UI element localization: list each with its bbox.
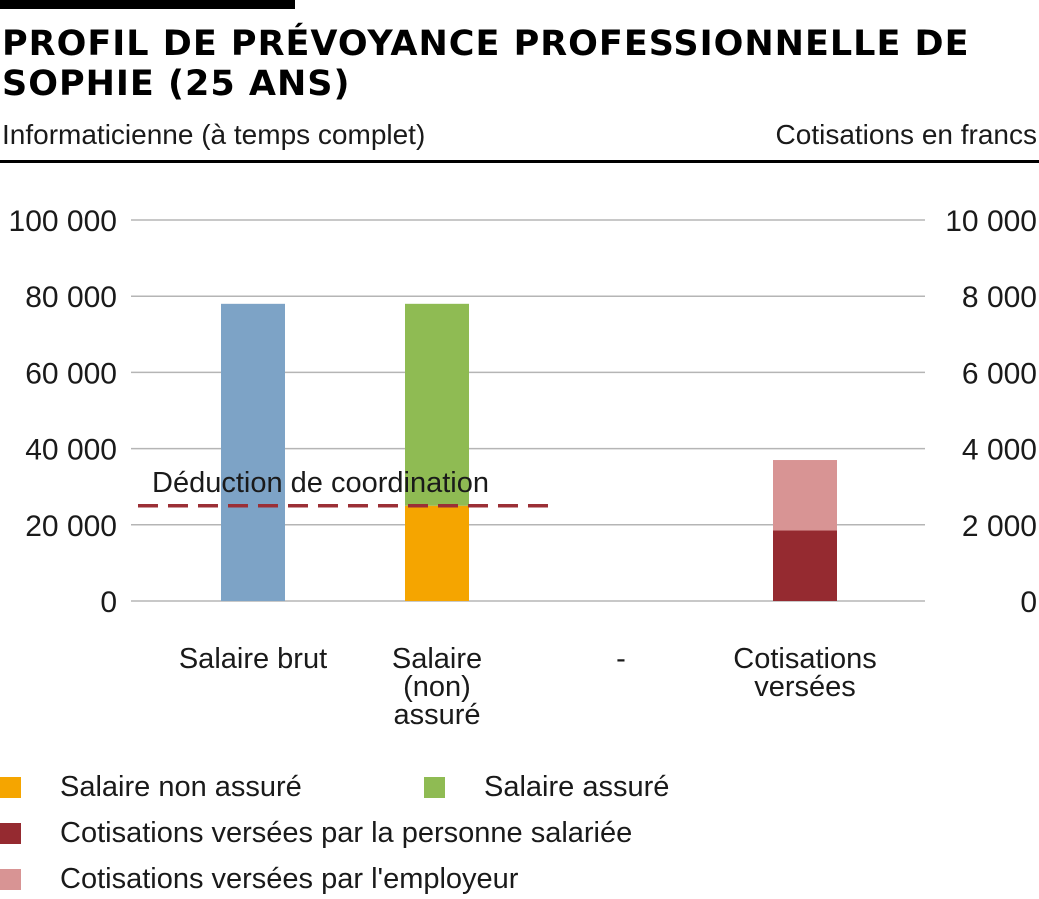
- chart-title: PROFIL DE PRÉVOYANCE PROFESSIONNELLE DE …: [2, 24, 970, 104]
- legend-label: Cotisations versées par la personne sala…: [60, 816, 633, 849]
- bar-cotisations-salariee: [773, 530, 837, 601]
- bar-salaire-non-assure: [405, 505, 469, 601]
- legend-label: Cotisations versées par l'employeur: [60, 862, 519, 895]
- bar-cotisations-employeur: [773, 460, 837, 531]
- legend-label: Salaire assuré: [484, 770, 670, 803]
- coordination-label: Déduction de coordination: [152, 467, 489, 499]
- bar-salaire-assure: [405, 303, 469, 506]
- category-label: Cotisations: [733, 643, 876, 675]
- right-tick-label: 4 000: [962, 434, 1037, 467]
- category-label: Salaire brut: [179, 643, 327, 675]
- right-tick-label: 8 000: [962, 281, 1037, 314]
- category-label: -: [616, 643, 626, 675]
- bar-salaire-brut: [221, 303, 285, 601]
- chart-subtitle: Informaticienne (à temps complet): [2, 119, 426, 150]
- legend-item-cotisations-salariee: Cotisations versées par la personne sala…: [0, 813, 632, 853]
- bar-chart: 0 20 000 40 000 60 000 80 000 100 000 0 2 000 4 …: [9, 205, 1037, 731]
- category-label: Salaire: [392, 643, 482, 675]
- right-tick-label: 2 000: [962, 510, 1037, 543]
- left-tick-label: 100 000: [9, 205, 117, 238]
- right-tick-label: 10 000: [945, 205, 1037, 238]
- left-tick-label: 20 000: [25, 510, 117, 543]
- top-rule: [0, 0, 295, 9]
- legend-swatch: [0, 776, 21, 798]
- unit-label: Cotisations en francs: [775, 119, 1037, 150]
- category-label: assuré: [393, 699, 480, 731]
- right-tick-label: 6 000: [962, 357, 1037, 390]
- left-tick-label: 60 000: [25, 357, 117, 390]
- category-label: versées: [754, 671, 856, 703]
- left-tick-label: 0: [100, 586, 117, 619]
- legend-item-salaire-non-assure: Salaire non assuré: [0, 767, 302, 807]
- category-label: (non): [403, 671, 471, 703]
- left-tick-label: 40 000: [25, 434, 117, 467]
- legend-swatch: [0, 822, 21, 844]
- legend-swatch: [0, 868, 21, 890]
- left-tick-label: 80 000: [25, 281, 117, 314]
- legend-swatch: [424, 776, 445, 798]
- right-tick-label: 0: [1020, 586, 1037, 619]
- legend-label: Salaire non assuré: [60, 770, 302, 803]
- header-rule: [0, 160, 1039, 163]
- legend: Salaire non assuré Salaire assuré Cotisa…: [0, 760, 1039, 898]
- legend-item-cotisations-employeur: Cotisations versées par l'employeur: [0, 859, 518, 899]
- legend-item-salaire-assure: Salaire assuré: [424, 767, 669, 807]
